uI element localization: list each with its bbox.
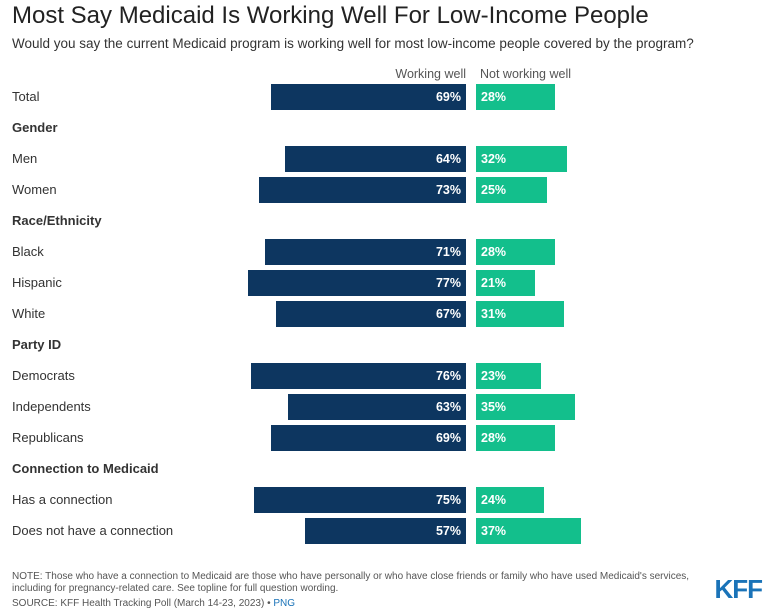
bar-not-working-well: 24% — [476, 487, 544, 513]
bar-not-working-well: 28% — [476, 84, 556, 110]
bar-not-working-well: 28% — [476, 425, 556, 451]
bar-working-well: 69% — [270, 425, 466, 451]
category-label: Independents — [12, 399, 91, 414]
bar-working-well: 69% — [270, 84, 466, 110]
bar-working-well: 63% — [287, 394, 466, 420]
chart-row-democrats: Democrats 76% 23% — [0, 363, 774, 389]
category-label: Has a connection — [12, 492, 113, 507]
category-label: Men — [12, 151, 38, 166]
group-label: Party ID — [12, 337, 62, 352]
chart-row-white: White 67% 31% — [0, 301, 774, 327]
diverging-bar-chart: Total 69% 28% Gender Men 64% 32% Women 73% 25% Rac… — [0, 84, 774, 550]
source-separator: • — [264, 598, 274, 609]
bar-working-well: 64% — [284, 146, 466, 172]
chart-source: SOURCE: KFF Health Tracking Poll (March … — [12, 598, 295, 610]
bar-working-well: 77% — [248, 270, 466, 296]
bar-not-working-well: 37% — [476, 518, 581, 544]
group-header-race-ethnicity: Race/Ethnicity — [0, 208, 774, 234]
chart-subtitle: Would you say the current Medicaid progr… — [12, 36, 694, 51]
bar-working-well: 57% — [304, 518, 466, 544]
bar-not-working-well: 32% — [476, 146, 567, 172]
png-download-link[interactable]: PNG — [273, 598, 296, 609]
category-label: Total — [12, 89, 40, 104]
bar-working-well: 73% — [259, 177, 466, 203]
chart-row-men: Men 64% 32% — [0, 146, 774, 172]
chart-row-total: Total 69% 28% — [0, 84, 774, 110]
category-label: Black — [12, 244, 44, 259]
category-label: Hispanic — [12, 275, 62, 290]
bar-not-working-well: 25% — [476, 177, 547, 203]
kff-logo: KFF — [714, 574, 763, 604]
bar-not-working-well: 35% — [476, 394, 576, 420]
legend-not-working-well: Not working well — [480, 67, 572, 81]
bar-not-working-well: 21% — [476, 270, 536, 296]
group-header-connection-to-medicaid: Connection to Medicaid — [0, 456, 774, 482]
source-text: SOURCE: KFF Health Tracking Poll (March … — [12, 598, 265, 609]
category-label: Democrats — [12, 368, 75, 383]
category-label: White — [12, 306, 46, 321]
chart-row-hispanic: Hispanic 77% 21% — [0, 270, 774, 296]
legend-working-well: Working well — [395, 67, 466, 81]
bar-not-working-well: 28% — [476, 239, 556, 265]
bar-not-working-well: 31% — [476, 301, 564, 327]
bar-working-well: 71% — [265, 239, 466, 265]
group-header-gender: Gender — [0, 115, 774, 141]
bar-working-well: 67% — [276, 301, 466, 327]
bar-working-well: 76% — [250, 363, 466, 389]
category-label: Does not have a connection — [12, 523, 174, 538]
chart-row-independents: Independents 63% 35% — [0, 394, 774, 420]
bar-not-working-well: 23% — [476, 363, 542, 389]
chart-row-black: Black 71% 28% — [0, 239, 774, 265]
chart-note: NOTE: Those who have a connection to Med… — [12, 571, 690, 594]
chart-row-republicans: Republicans 69% 28% — [0, 425, 774, 451]
group-label: Race/Ethnicity — [12, 213, 102, 228]
group-header-party-id: Party ID — [0, 332, 774, 358]
chart-row-has-a-connection: Has a connection 75% 24% — [0, 487, 774, 513]
category-label: Women — [12, 182, 57, 197]
chart-title: Most Say Medicaid Is Working Well For Lo… — [12, 2, 649, 29]
chart-row-does-not-have-a-connection: Does not have a connection 57% 37% — [0, 518, 774, 544]
group-label: Gender — [12, 120, 58, 135]
bar-working-well: 75% — [253, 487, 466, 513]
chart-row-women: Women 73% 25% — [0, 177, 774, 203]
group-label: Connection to Medicaid — [12, 461, 159, 476]
category-label: Republicans — [12, 430, 84, 445]
